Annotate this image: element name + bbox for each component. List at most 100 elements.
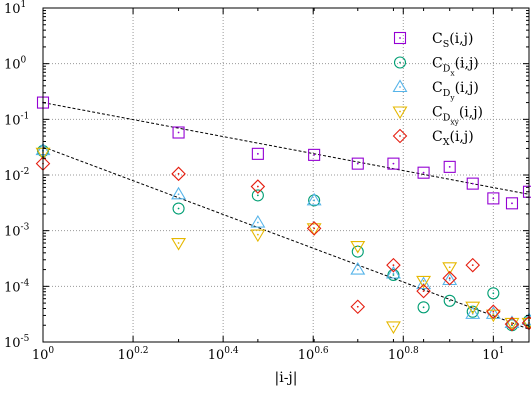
data-point (387, 157, 400, 170)
data-point (504, 315, 520, 328)
data-point-center-dot (177, 172, 180, 175)
data-point-center-dot (392, 274, 395, 276)
data-point (504, 317, 520, 331)
legend-label-symbol: C (432, 31, 443, 47)
data-point (251, 189, 264, 202)
data-point-center-dot (448, 266, 451, 269)
data-point (417, 166, 430, 179)
x-tick-exponent: 0.4 (224, 346, 239, 356)
legend-label-subscript: X (443, 137, 450, 148)
y-tick-exponent: -3 (21, 223, 30, 233)
legend-label: CDxy(i,j) (432, 105, 483, 127)
data-point-center-dot (392, 325, 395, 328)
data-point-center-dot (492, 313, 495, 316)
data-point-center-dot (177, 207, 180, 210)
y-tick-label: 10-3 (4, 223, 30, 240)
x-tick-label: 100.4 (208, 346, 239, 363)
legend-label-subscript: S (443, 39, 450, 50)
legend-label-subsubscript: xy (450, 118, 459, 127)
legend-label: CX(i,j) (432, 129, 474, 148)
data-point (416, 275, 432, 289)
data-point-center-dot (256, 233, 259, 236)
data-point-center-dot (356, 245, 359, 247)
data-point-center-dot (356, 268, 359, 271)
data-point (306, 223, 322, 236)
legend-marker-center-dot (399, 86, 401, 88)
y-tick-base: 10 (4, 336, 21, 351)
data-point (350, 299, 366, 315)
data-point-center-dot (392, 162, 395, 165)
y-tick-exponent: -4 (21, 278, 30, 288)
data-point (172, 126, 185, 139)
x-tick-label: 100.6 (298, 346, 329, 363)
legend-entry: CX(i,j) (392, 128, 474, 148)
data-point-center-dot (392, 272, 395, 275)
series-dx (36, 144, 531, 332)
data-point-center-dot (448, 165, 451, 168)
legend-label-tail: (i,j) (455, 56, 479, 72)
data-point (386, 257, 401, 273)
legend-label-symbol: C (432, 105, 443, 121)
legend-label: CDx(i,j) (432, 56, 479, 78)
series-s (36, 96, 531, 210)
y-tick-exponent: 0 (21, 56, 27, 66)
legend-entry: CDxy(i,j) (392, 105, 483, 127)
x-tick-base: 10 (208, 348, 225, 363)
legend-label-tail: (i,j) (455, 80, 479, 96)
data-point (171, 166, 186, 182)
data-point (443, 294, 456, 307)
data-point-center-dot (492, 292, 495, 295)
data-point (442, 270, 457, 286)
legend-marker (393, 31, 407, 45)
legend-label-tail: (i,j) (449, 129, 473, 145)
data-point (306, 192, 322, 206)
legend-marker (392, 128, 408, 144)
y-tick-label: 10-1 (4, 111, 29, 128)
series-dxy (35, 147, 531, 335)
legend-entry: CDy(i,j) (392, 79, 479, 102)
legend: CS(i,j)CDx(i,j)CDy(i,j)CDxy(i,j)CX(i,j) (392, 31, 483, 148)
y-tick-base: 10 (4, 58, 21, 73)
legend-marker (392, 79, 408, 93)
legend-label-symbol: C (432, 129, 443, 145)
legend-label-subscript: D (443, 113, 451, 124)
y-tick-label: 10-5 (4, 334, 30, 351)
data-point (487, 192, 500, 205)
legend-label-tail: (i,j) (449, 31, 473, 47)
data-point-center-dot (177, 242, 180, 244)
legend-marker-center-dot (399, 37, 401, 39)
series-x (35, 156, 531, 332)
x-tick-exponent: 0 (48, 346, 54, 356)
x-tick-exponent: 1 (499, 346, 505, 356)
y-tick-exponent: -2 (21, 167, 30, 177)
data-point (385, 321, 401, 335)
data-point (250, 214, 266, 228)
data-point (250, 229, 266, 243)
data-point (416, 283, 431, 299)
data-point-center-dot (256, 152, 259, 155)
axis-ticks (42, 7, 530, 343)
data-point-center-dot (392, 264, 395, 267)
x-tick-label: 100 (32, 346, 55, 363)
data-point (172, 202, 185, 215)
data-point (465, 306, 481, 319)
data-point (385, 265, 401, 279)
x-tick-exponent: 0.2 (134, 346, 148, 356)
data-point-center-dot (422, 280, 425, 282)
data-point-center-dot (471, 305, 474, 308)
data-point-center-dot (492, 197, 495, 200)
y-tick-exponent: 1 (21, 0, 27, 10)
data-point (505, 197, 519, 210)
data-point (466, 177, 479, 190)
fit-line (42, 146, 530, 330)
data-point (308, 148, 321, 161)
data-point (171, 186, 187, 200)
legend-marker (392, 106, 408, 120)
data-point-center-dot (422, 306, 425, 309)
legend-entry: CS(i,j) (393, 31, 473, 50)
x-tick-base: 10 (32, 348, 49, 363)
data-point (443, 160, 456, 173)
data-point (350, 240, 366, 254)
